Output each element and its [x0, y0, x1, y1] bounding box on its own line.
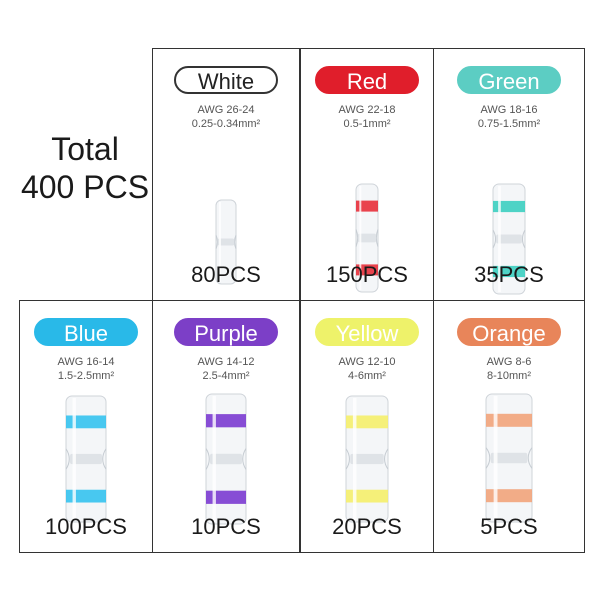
solder-connector-image — [355, 183, 379, 298]
piece-count: 80PCS — [191, 262, 261, 287]
wire-size-range: 0.5-1mm² — [343, 118, 391, 130]
connector-card-green: Green AWG 18-16 0.75-1.5mm² 35PCS — [433, 48, 585, 301]
gauge-spec: AWG 22-18 0.5-1mm² — [301, 103, 433, 131]
color-label-pill: Purple — [174, 318, 278, 346]
gauge-spec: AWG 14-12 2.5-4mm² — [153, 355, 299, 383]
piece-count: 100PCS — [45, 514, 127, 539]
awg-range: AWG 16-14 — [57, 356, 115, 368]
wire-size-range: 1.5-2.5mm² — [57, 370, 115, 382]
color-label-pill: Orange — [457, 318, 561, 346]
awg-range: AWG 22-18 — [338, 104, 396, 116]
piece-count: 20PCS — [332, 514, 402, 539]
awg-range: AWG 18-16 — [480, 104, 538, 116]
color-label-pill: Red — [315, 66, 419, 94]
gauge-spec: AWG 8-6 8-10mm² — [434, 355, 584, 383]
piece-count: 10PCS — [191, 514, 261, 539]
gauge-spec: AWG 16-14 1.5-2.5mm² — [20, 355, 152, 383]
total-title: Total — [51, 131, 119, 167]
total-count: 400 PCS — [20, 169, 150, 205]
color-label-pill: White — [174, 66, 278, 94]
connector-card-purple: Purple AWG 14-12 2.5-4mm² 10PCS — [152, 300, 300, 553]
piece-count: 35PCS — [474, 262, 544, 287]
wire-size-range: 2.5-4mm² — [202, 370, 250, 382]
solder-connector-image — [65, 395, 107, 528]
gauge-spec: AWG 18-16 0.75-1.5mm² — [434, 103, 584, 131]
wire-size-range: 4-6mm² — [348, 370, 386, 382]
solder-connector-image — [485, 393, 533, 528]
solder-connector-image — [215, 199, 237, 290]
solder-connector-image — [345, 395, 389, 528]
connector-card-blue: Blue AWG 16-14 1.5-2.5mm² 100PCS — [19, 300, 153, 553]
total-label: Total 400 PCS — [20, 130, 150, 206]
color-label-pill: Yellow — [315, 318, 419, 346]
gauge-spec: AWG 26-24 0.25-0.34mm² — [153, 103, 299, 131]
color-label-pill: Green — [457, 66, 561, 94]
wire-size-range: 0.75-1.5mm² — [477, 118, 541, 130]
awg-range: AWG 12-10 — [338, 356, 396, 368]
piece-count: 5PCS — [480, 514, 538, 539]
gauge-spec: AWG 12-10 4-6mm² — [301, 355, 433, 383]
connector-card-red: Red AWG 22-18 0.5-1mm² 150PCS — [300, 48, 434, 301]
piece-count: 150PCS — [326, 262, 408, 287]
solder-connector-image — [205, 393, 247, 530]
solder-connector-image — [492, 183, 526, 300]
connector-card-yellow: Yellow AWG 12-10 4-6mm² 20PCS — [300, 300, 434, 553]
color-label-pill: Blue — [34, 318, 138, 346]
connector-card-white: White AWG 26-24 0.25-0.34mm² 80PCS — [152, 48, 300, 301]
awg-range: AWG 8-6 — [486, 356, 532, 368]
awg-range: AWG 14-12 — [197, 356, 255, 368]
wire-size-range: 8-10mm² — [486, 370, 531, 382]
connector-card-orange: Orange AWG 8-6 8-10mm² 5PCS — [433, 300, 585, 553]
awg-range: AWG 26-24 — [197, 104, 255, 116]
wire-size-range: 0.25-0.34mm² — [191, 118, 261, 130]
